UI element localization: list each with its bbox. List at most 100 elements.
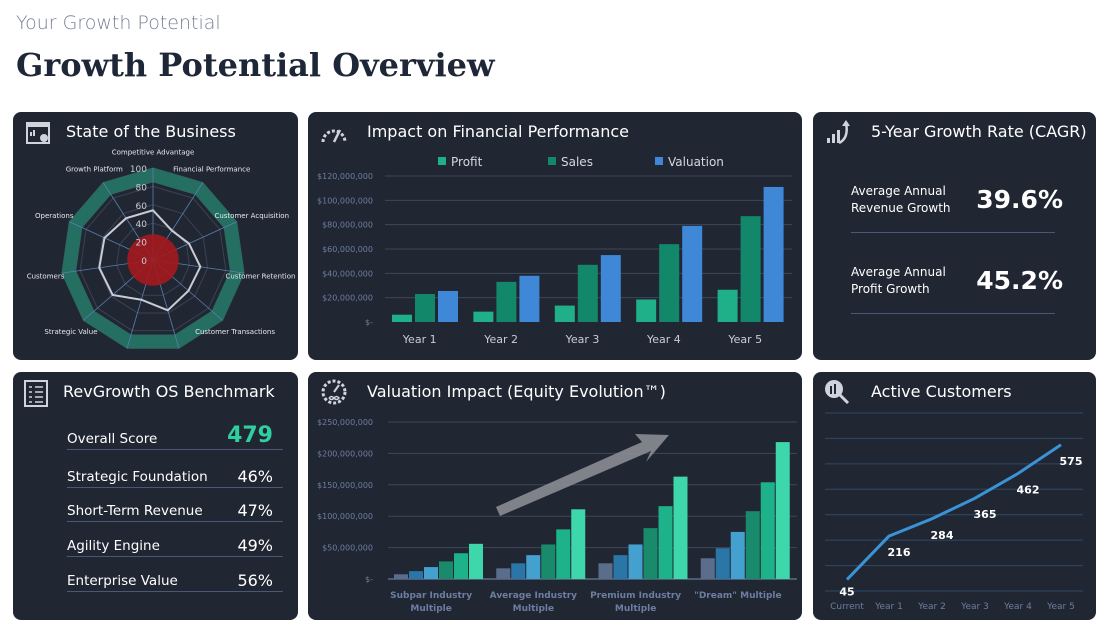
x-tick-label: Year 1 [874,602,903,612]
bar-profit [473,311,494,322]
y-tick-label: $60,000,000 [322,245,373,254]
x-tick-label: Current [830,602,864,612]
financial-bar-chart: $- $20,000,000 $40,000,000 $60,000,000 $80,0… [317,155,792,346]
legend-swatch [655,157,663,165]
radar-gridline [116,222,190,296]
y-tick-label: $120,000,000 [317,172,373,181]
gauge-infinity-icon [321,379,347,405]
valuation-bar [700,558,715,579]
x-tick-label: Year 4 [1003,602,1032,612]
valuation-impact-card: Valuation Impact (Equity Evolution™) $- $… [308,372,802,620]
x-tick-label: Year 3 [960,602,989,612]
x-tick-label: Year 5 [1046,602,1075,612]
valuation-bar [628,544,643,579]
valuation-bar [454,553,468,579]
row-label: Enterprise Value [67,573,178,589]
upward-arrow-icon [496,434,669,516]
x-tick-label: Premium Industry Multiple [590,591,681,614]
bar-sales [659,244,680,322]
data-label: 216 [888,546,911,559]
overall-score-row: Overall Score 479 [67,423,283,450]
x-tick-label: Year 2 [483,333,518,346]
x-tick-label: Year 2 [917,602,946,612]
radar-band-series [61,167,245,349]
radar-tick-label: 100 [130,165,147,175]
valuation-bar [775,442,790,579]
bar-sales [740,216,761,322]
valuation-bar [658,506,673,579]
bar-valuation [682,225,703,322]
radar-tick-label: 20 [136,239,148,249]
radar-tick-label: 80 [136,183,148,193]
y-tick-label: $100,000,000 [317,512,373,521]
x-tick-label: Average Industry Multiple [490,591,578,614]
card-title: 5-Year Growth Rate (CAGR) [871,122,1087,141]
growth-chart-icon [827,120,850,145]
radar-chart: 0 20 40 60 80 100 Competitive Advantage Financi… [27,148,295,349]
y-tick-label: $100,000,000 [317,196,373,205]
legend-label: Valuation [668,155,724,169]
row-value: 56% [237,571,273,590]
valuation-bar [673,476,688,579]
row-label: Short-Term Revenue [67,503,203,519]
bar-profit [554,305,575,322]
radar-axis-label: Financial Performance [173,166,250,174]
radar-red-series [127,234,179,286]
radar-axis-label: Customer Transactions [195,328,275,336]
dashboard-icon [26,122,50,144]
x-tick-label: "Dream" Multiple [694,591,781,601]
page-subtitle: Your Growth Potential [16,12,221,34]
valuation-bar [469,543,483,579]
row-value: 47% [237,501,273,520]
customers-line-chart: 45 216 284 365 462 575 Current Year 1 Year 2 Year… [825,412,1083,612]
radar-gridline [79,185,227,332]
radar-score-series [98,209,202,312]
valuation-bar [571,509,586,579]
x-tick-label: Year 1 [402,333,437,346]
bar-valuation [600,255,621,322]
bar-profit [636,299,657,322]
stat-value: 39.6% [976,185,1063,214]
radar-axis-label: Growth Platform [66,166,123,174]
active-customers-card: Active Customers 45 216 284 365 462 575 Curren… [813,372,1096,620]
benchmark-row: Enterprise Value 56% [67,570,283,592]
benchmark-row: Short-Term Revenue 47% [67,500,283,522]
data-label: 462 [1017,484,1040,497]
row-label: Strategic Foundation [67,469,208,485]
y-tick-label: $- [365,575,373,584]
radar-axis-label: Customers [27,272,65,280]
y-tick-label: $200,000,000 [317,449,373,458]
radar-tick-label: 0 [141,257,147,267]
valuation-bar [541,544,556,579]
radar-axis-label: Customer Retention [225,272,295,280]
valuation-bar [496,568,511,579]
x-tick-label: Year 5 [727,333,762,346]
valuation-bar [394,574,408,579]
card-title: Valuation Impact (Equity Evolution™) [367,382,666,401]
revenue-growth-stat: Average Annual Revenue Growth 39.6% [851,183,1063,233]
radar-axis-label: Customer Acquisition [214,212,289,220]
radar-axis-label: Competitive Advantage [112,148,195,156]
y-tick-label: $80,000,000 [322,221,373,230]
row-value: 49% [237,536,273,555]
data-label: 365 [974,508,997,521]
valuation-bar [526,555,541,579]
valuation-bar [409,571,423,579]
row-label: Agility Engine [67,538,160,554]
overall-score-value: 479 [227,423,273,448]
stat-label: Average Annual Profit Growth [851,265,946,296]
valuation-bar-chart: $- $50,000,000 $100,000,000 $150,000,000 $20… [317,418,797,614]
benchmark-card: RevGrowth OS Benchmark Overall Score 479 … [13,372,298,620]
y-tick-label: $40,000,000 [322,269,373,278]
bar-valuation [519,275,540,322]
bar-sales [496,281,517,322]
state-of-business-card: State of the Business 0 20 40 60 80 100 Compet… [13,112,298,360]
page-title: Growth Potential Overview [16,46,495,84]
valuation-bar [424,567,438,579]
bar-sales [415,294,435,322]
bar-valuation [438,290,458,322]
valuation-bar [745,511,760,579]
legend-swatch [548,157,556,165]
card-title: RevGrowth OS Benchmark [63,382,275,401]
card-title: Active Customers [871,382,1012,401]
